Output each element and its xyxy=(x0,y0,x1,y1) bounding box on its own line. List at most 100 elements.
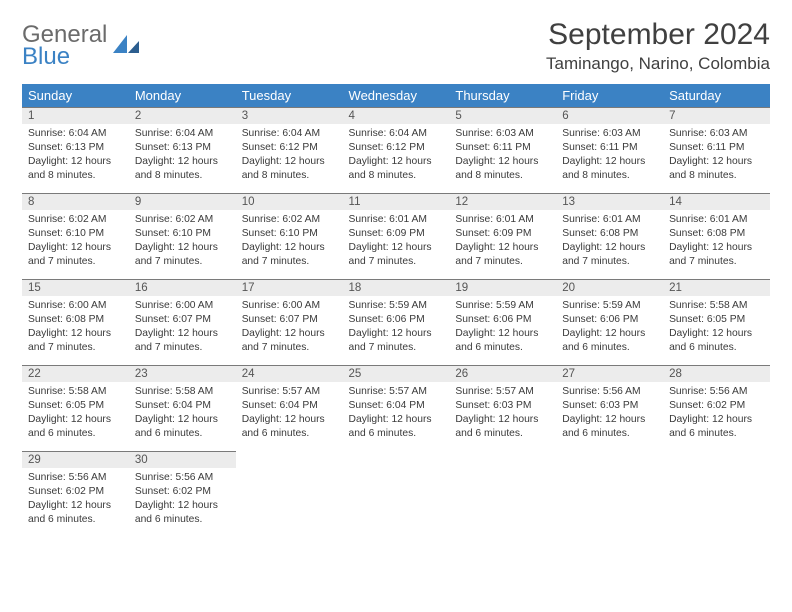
calendar-cell: 18Sunrise: 5:59 AMSunset: 6:06 PMDayligh… xyxy=(343,279,450,365)
calendar-cell: 28Sunrise: 5:56 AMSunset: 6:02 PMDayligh… xyxy=(663,365,770,451)
weekday-header: Thursday xyxy=(449,84,556,107)
day-details: Sunrise: 6:00 AMSunset: 6:08 PMDaylight:… xyxy=(22,296,129,361)
calendar-body: 1Sunrise: 6:04 AMSunset: 6:13 PMDaylight… xyxy=(22,107,770,537)
calendar-cell: 4Sunrise: 6:04 AMSunset: 6:12 PMDaylight… xyxy=(343,107,450,193)
day-number: 4 xyxy=(343,107,450,124)
day-number: 16 xyxy=(129,279,236,296)
calendar-cell: 7Sunrise: 6:03 AMSunset: 6:11 PMDaylight… xyxy=(663,107,770,193)
day-number: 28 xyxy=(663,365,770,382)
day-details: Sunrise: 6:02 AMSunset: 6:10 PMDaylight:… xyxy=(236,210,343,275)
day-number: 6 xyxy=(556,107,663,124)
calendar-cell: 23Sunrise: 5:58 AMSunset: 6:04 PMDayligh… xyxy=(129,365,236,451)
day-details: Sunrise: 6:00 AMSunset: 6:07 PMDaylight:… xyxy=(236,296,343,361)
day-details: Sunrise: 6:04 AMSunset: 6:12 PMDaylight:… xyxy=(343,124,450,189)
day-details: Sunrise: 5:57 AMSunset: 6:04 PMDaylight:… xyxy=(343,382,450,447)
day-details: Sunrise: 5:57 AMSunset: 6:03 PMDaylight:… xyxy=(449,382,556,447)
day-details: Sunrise: 6:04 AMSunset: 6:13 PMDaylight:… xyxy=(129,124,236,189)
day-number: 13 xyxy=(556,193,663,210)
day-number: 20 xyxy=(556,279,663,296)
day-number: 2 xyxy=(129,107,236,124)
weekday-header: Monday xyxy=(129,84,236,107)
weekday-header-row: SundayMondayTuesdayWednesdayThursdayFrid… xyxy=(22,84,770,107)
calendar-cell: 5Sunrise: 6:03 AMSunset: 6:11 PMDaylight… xyxy=(449,107,556,193)
calendar-cell: 30Sunrise: 5:56 AMSunset: 6:02 PMDayligh… xyxy=(129,451,236,537)
location: Taminango, Narino, Colombia xyxy=(546,54,770,74)
calendar-cell: 11Sunrise: 6:01 AMSunset: 6:09 PMDayligh… xyxy=(343,193,450,279)
day-number: 10 xyxy=(236,193,343,210)
calendar-cell: 14Sunrise: 6:01 AMSunset: 6:08 PMDayligh… xyxy=(663,193,770,279)
day-details: Sunrise: 5:58 AMSunset: 6:05 PMDaylight:… xyxy=(663,296,770,361)
weekday-header: Saturday xyxy=(663,84,770,107)
day-details: Sunrise: 6:01 AMSunset: 6:09 PMDaylight:… xyxy=(343,210,450,275)
calendar-cell: 6Sunrise: 6:03 AMSunset: 6:11 PMDaylight… xyxy=(556,107,663,193)
day-number: 19 xyxy=(449,279,556,296)
day-details: Sunrise: 6:04 AMSunset: 6:12 PMDaylight:… xyxy=(236,124,343,189)
calendar-cell: 10Sunrise: 6:02 AMSunset: 6:10 PMDayligh… xyxy=(236,193,343,279)
day-details: Sunrise: 5:59 AMSunset: 6:06 PMDaylight:… xyxy=(449,296,556,361)
day-details: Sunrise: 5:59 AMSunset: 6:06 PMDaylight:… xyxy=(343,296,450,361)
day-number: 1 xyxy=(22,107,129,124)
title-block: September 2024 Taminango, Narino, Colomb… xyxy=(546,18,770,74)
calendar-row: 29Sunrise: 5:56 AMSunset: 6:02 PMDayligh… xyxy=(22,451,770,537)
day-number: 30 xyxy=(129,451,236,468)
day-number: 22 xyxy=(22,365,129,382)
calendar-cell: 12Sunrise: 6:01 AMSunset: 6:09 PMDayligh… xyxy=(449,193,556,279)
day-details: Sunrise: 5:58 AMSunset: 6:05 PMDaylight:… xyxy=(22,382,129,447)
weekday-header: Friday xyxy=(556,84,663,107)
month-title: September 2024 xyxy=(546,18,770,52)
day-number: 15 xyxy=(22,279,129,296)
calendar-row: 22Sunrise: 5:58 AMSunset: 6:05 PMDayligh… xyxy=(22,365,770,451)
day-number: 25 xyxy=(343,365,450,382)
calendar-row: 15Sunrise: 6:00 AMSunset: 6:08 PMDayligh… xyxy=(22,279,770,365)
day-number: 29 xyxy=(22,451,129,468)
day-number: 23 xyxy=(129,365,236,382)
day-number: 3 xyxy=(236,107,343,124)
day-number: 24 xyxy=(236,365,343,382)
calendar-cell: 24Sunrise: 5:57 AMSunset: 6:04 PMDayligh… xyxy=(236,365,343,451)
day-details: Sunrise: 5:56 AMSunset: 6:02 PMDaylight:… xyxy=(22,468,129,533)
logo: General Blue xyxy=(22,24,141,67)
calendar-cell: 26Sunrise: 5:57 AMSunset: 6:03 PMDayligh… xyxy=(449,365,556,451)
weekday-header: Tuesday xyxy=(236,84,343,107)
logo-text: General Blue xyxy=(22,24,107,67)
day-details: Sunrise: 6:04 AMSunset: 6:13 PMDaylight:… xyxy=(22,124,129,189)
day-details: Sunrise: 5:57 AMSunset: 6:04 PMDaylight:… xyxy=(236,382,343,447)
calendar-cell: 15Sunrise: 6:00 AMSunset: 6:08 PMDayligh… xyxy=(22,279,129,365)
calendar-row: 1Sunrise: 6:04 AMSunset: 6:13 PMDaylight… xyxy=(22,107,770,193)
calendar-cell: 9Sunrise: 6:02 AMSunset: 6:10 PMDaylight… xyxy=(129,193,236,279)
day-number: 27 xyxy=(556,365,663,382)
calendar-cell: 21Sunrise: 5:58 AMSunset: 6:05 PMDayligh… xyxy=(663,279,770,365)
calendar-cell: 13Sunrise: 6:01 AMSunset: 6:08 PMDayligh… xyxy=(556,193,663,279)
calendar-cell: 25Sunrise: 5:57 AMSunset: 6:04 PMDayligh… xyxy=(343,365,450,451)
calendar-cell: 19Sunrise: 5:59 AMSunset: 6:06 PMDayligh… xyxy=(449,279,556,365)
day-details: Sunrise: 6:01 AMSunset: 6:09 PMDaylight:… xyxy=(449,210,556,275)
calendar-row: 8Sunrise: 6:02 AMSunset: 6:10 PMDaylight… xyxy=(22,193,770,279)
day-details: Sunrise: 5:59 AMSunset: 6:06 PMDaylight:… xyxy=(556,296,663,361)
day-details: Sunrise: 5:58 AMSunset: 6:04 PMDaylight:… xyxy=(129,382,236,447)
day-number: 11 xyxy=(343,193,450,210)
logo-word-blue: Blue xyxy=(22,43,70,70)
day-details: Sunrise: 6:01 AMSunset: 6:08 PMDaylight:… xyxy=(663,210,770,275)
logo-sail-icon xyxy=(113,33,141,60)
day-details: Sunrise: 6:03 AMSunset: 6:11 PMDaylight:… xyxy=(663,124,770,189)
day-details: Sunrise: 6:01 AMSunset: 6:08 PMDaylight:… xyxy=(556,210,663,275)
calendar-cell xyxy=(663,451,770,537)
calendar-cell xyxy=(343,451,450,537)
day-details: Sunrise: 5:56 AMSunset: 6:02 PMDaylight:… xyxy=(129,468,236,533)
calendar-cell: 3Sunrise: 6:04 AMSunset: 6:12 PMDaylight… xyxy=(236,107,343,193)
day-number: 12 xyxy=(449,193,556,210)
day-number: 5 xyxy=(449,107,556,124)
calendar-cell: 17Sunrise: 6:00 AMSunset: 6:07 PMDayligh… xyxy=(236,279,343,365)
day-details: Sunrise: 6:02 AMSunset: 6:10 PMDaylight:… xyxy=(129,210,236,275)
header: General Blue September 2024 Taminango, N… xyxy=(22,18,770,74)
calendar-cell: 1Sunrise: 6:04 AMSunset: 6:13 PMDaylight… xyxy=(22,107,129,193)
calendar-cell xyxy=(236,451,343,537)
calendar-cell: 2Sunrise: 6:04 AMSunset: 6:13 PMDaylight… xyxy=(129,107,236,193)
day-details: Sunrise: 5:56 AMSunset: 6:03 PMDaylight:… xyxy=(556,382,663,447)
day-details: Sunrise: 6:03 AMSunset: 6:11 PMDaylight:… xyxy=(556,124,663,189)
day-number: 21 xyxy=(663,279,770,296)
calendar-table: SundayMondayTuesdayWednesdayThursdayFrid… xyxy=(22,84,770,537)
calendar-cell: 20Sunrise: 5:59 AMSunset: 6:06 PMDayligh… xyxy=(556,279,663,365)
day-number: 18 xyxy=(343,279,450,296)
weekday-header: Wednesday xyxy=(343,84,450,107)
